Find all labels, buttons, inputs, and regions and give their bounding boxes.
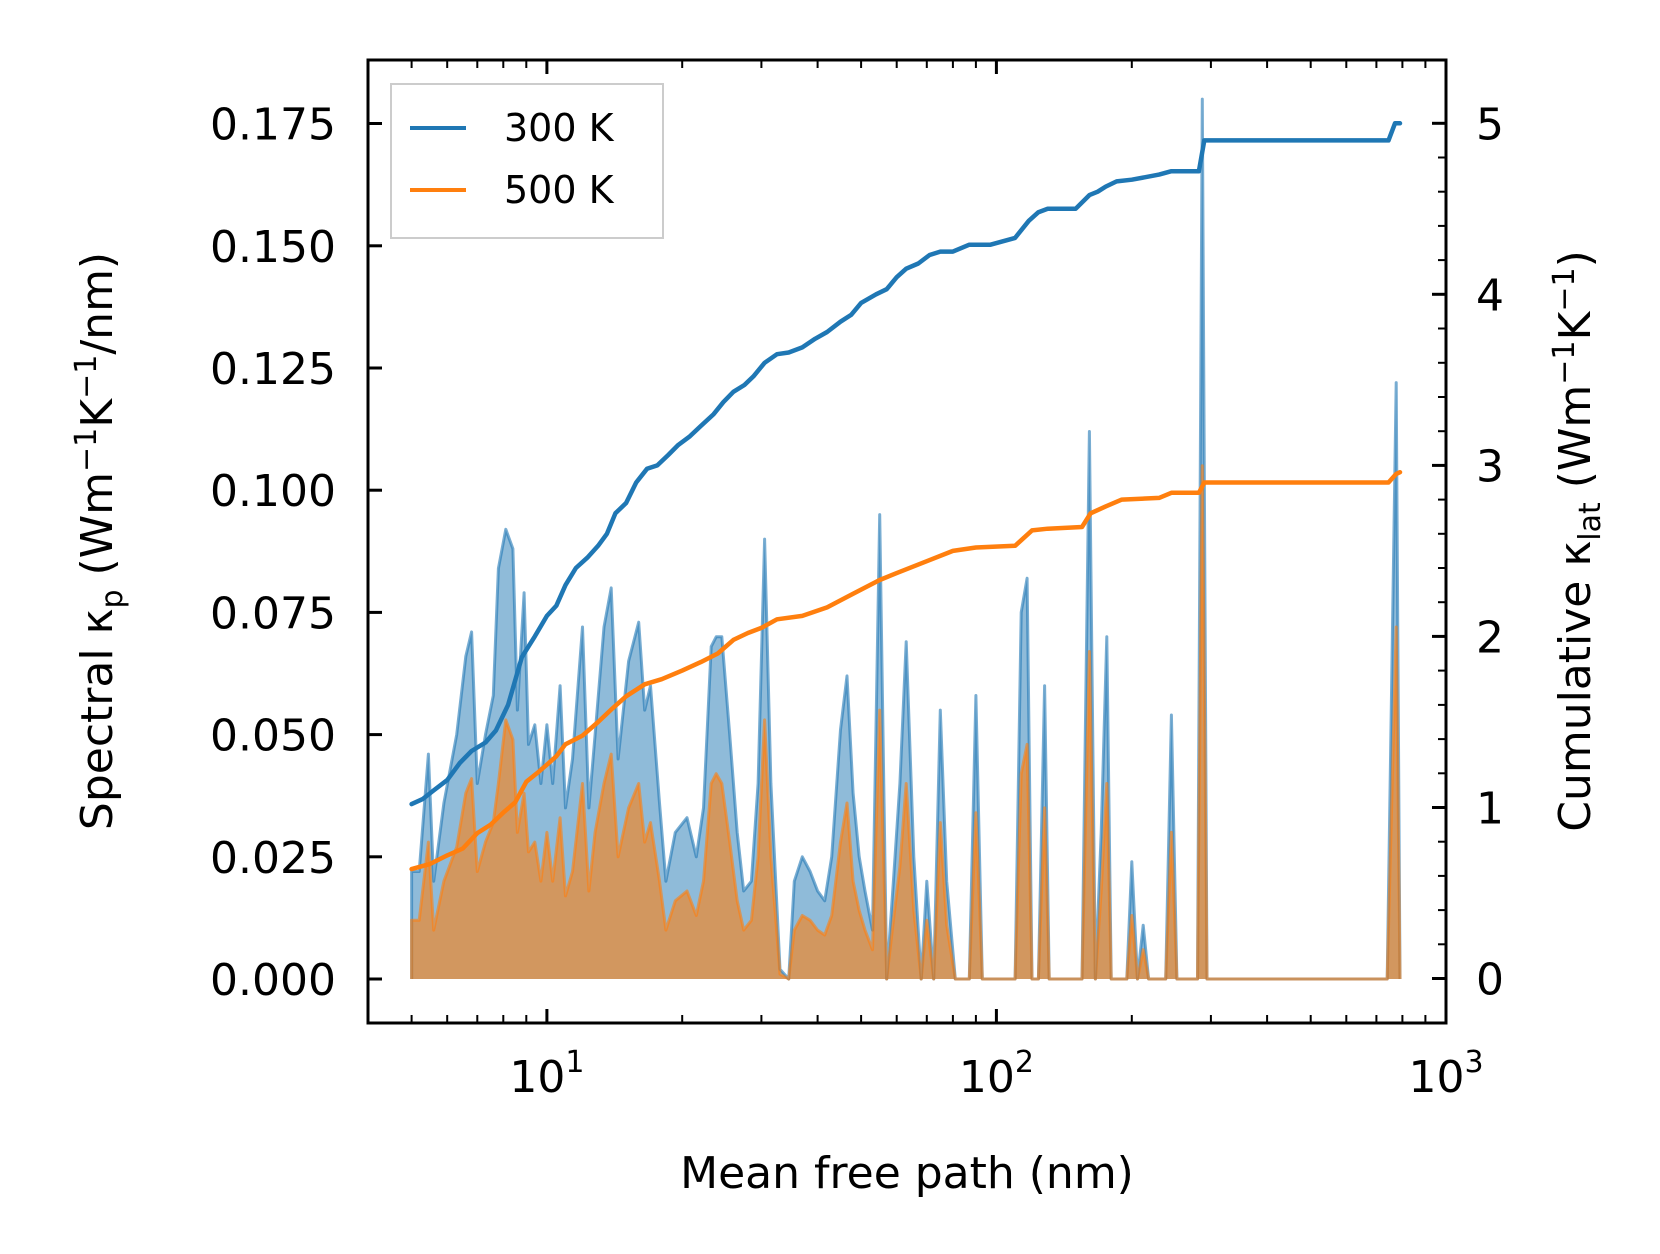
left-tick-label: 0.150 [210,222,336,273]
right-axis-ticks: 0 1 2 3 4 5 [1432,99,1504,1006]
legend-label-300k: 300 K [504,106,615,150]
left-tick-label: 0.025 [210,833,336,884]
left-tick-label: 0.000 [210,955,336,1006]
left-tick-label: 0.050 [210,711,336,762]
legend-label-500k: 500 K [504,168,615,212]
x-tick-label: 103 [1408,1045,1483,1103]
x-tick-label: 101 [509,1045,584,1103]
spectral-fill-500k [411,465,1401,979]
right-tick-label: 0 [1476,955,1504,1006]
right-tick-label: 1 [1476,784,1504,835]
left-axis-ticks: 0.000 0.025 0.050 0.075 0.100 0.125 0.150 0.175 [210,100,382,1006]
cumulative-line-300k [409,121,1403,807]
spectral-lines [410,97,1402,981]
right-tick-label: 3 [1476,441,1504,492]
spectral-line-300k [410,97,1402,981]
left-axis-title: Spectral κp (Wm−1K−1/nm) [69,252,130,830]
cumulative-lines [409,121,1403,872]
right-tick-label: 5 [1476,99,1504,150]
legend: 300 K 500 K [390,83,664,239]
plot-frame [366,58,1448,1025]
right-tick-label: 4 [1476,270,1504,321]
left-tick-label: 0.125 [210,344,336,395]
spectral-line-500k [410,464,1402,981]
right-axis-title: Cumulative κlat (Wm−1K−1) [1547,250,1608,832]
x-tick-label: 102 [959,1045,1034,1103]
x-axis-title: Mean free path (nm) [680,1148,1134,1199]
cumulative-line-500k [409,469,1403,872]
right-tick-label: 2 [1476,612,1504,663]
left-tick-label: 0.075 [210,588,336,639]
left-tick-label: 0.175 [210,100,336,151]
left-tick-label: 0.100 [210,466,336,517]
x-axis-ticks: 101 102 103 [367,60,1484,1103]
legend-frame [390,83,664,239]
